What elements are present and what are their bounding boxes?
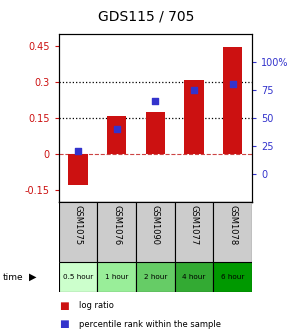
Text: GSM1078: GSM1078 xyxy=(228,205,237,245)
Bar xyxy=(59,262,97,292)
Text: GSM1076: GSM1076 xyxy=(112,205,121,245)
Bar xyxy=(97,262,136,292)
Point xyxy=(114,126,119,131)
Point xyxy=(192,87,196,92)
Bar xyxy=(223,47,242,154)
Bar xyxy=(59,202,97,262)
Point xyxy=(230,81,235,87)
Bar xyxy=(107,116,126,154)
Text: GSM1075: GSM1075 xyxy=(74,205,82,245)
Text: 6 hour: 6 hour xyxy=(221,274,244,280)
Bar xyxy=(97,202,136,262)
Text: time: time xyxy=(3,273,23,282)
Bar xyxy=(213,262,252,292)
Text: 1 hour: 1 hour xyxy=(105,274,128,280)
Text: 0.5 hour: 0.5 hour xyxy=(63,274,93,280)
Text: ▶: ▶ xyxy=(28,272,36,282)
Bar xyxy=(68,154,88,185)
Text: log ratio: log ratio xyxy=(79,301,114,310)
Bar xyxy=(136,262,175,292)
Text: percentile rank within the sample: percentile rank within the sample xyxy=(79,320,221,329)
Text: GDS115 / 705: GDS115 / 705 xyxy=(98,9,195,24)
Bar xyxy=(146,112,165,154)
Bar xyxy=(213,202,252,262)
Bar xyxy=(175,202,213,262)
Bar xyxy=(136,202,175,262)
Text: 4 hour: 4 hour xyxy=(182,274,206,280)
Bar xyxy=(184,80,204,154)
Text: GSM1077: GSM1077 xyxy=(190,205,198,245)
Text: ■: ■ xyxy=(59,301,68,311)
Text: 2 hour: 2 hour xyxy=(144,274,167,280)
Point xyxy=(76,149,80,154)
Point xyxy=(153,98,158,103)
Bar xyxy=(175,262,213,292)
Text: ■: ■ xyxy=(59,319,68,329)
Text: GSM1090: GSM1090 xyxy=(151,205,160,245)
